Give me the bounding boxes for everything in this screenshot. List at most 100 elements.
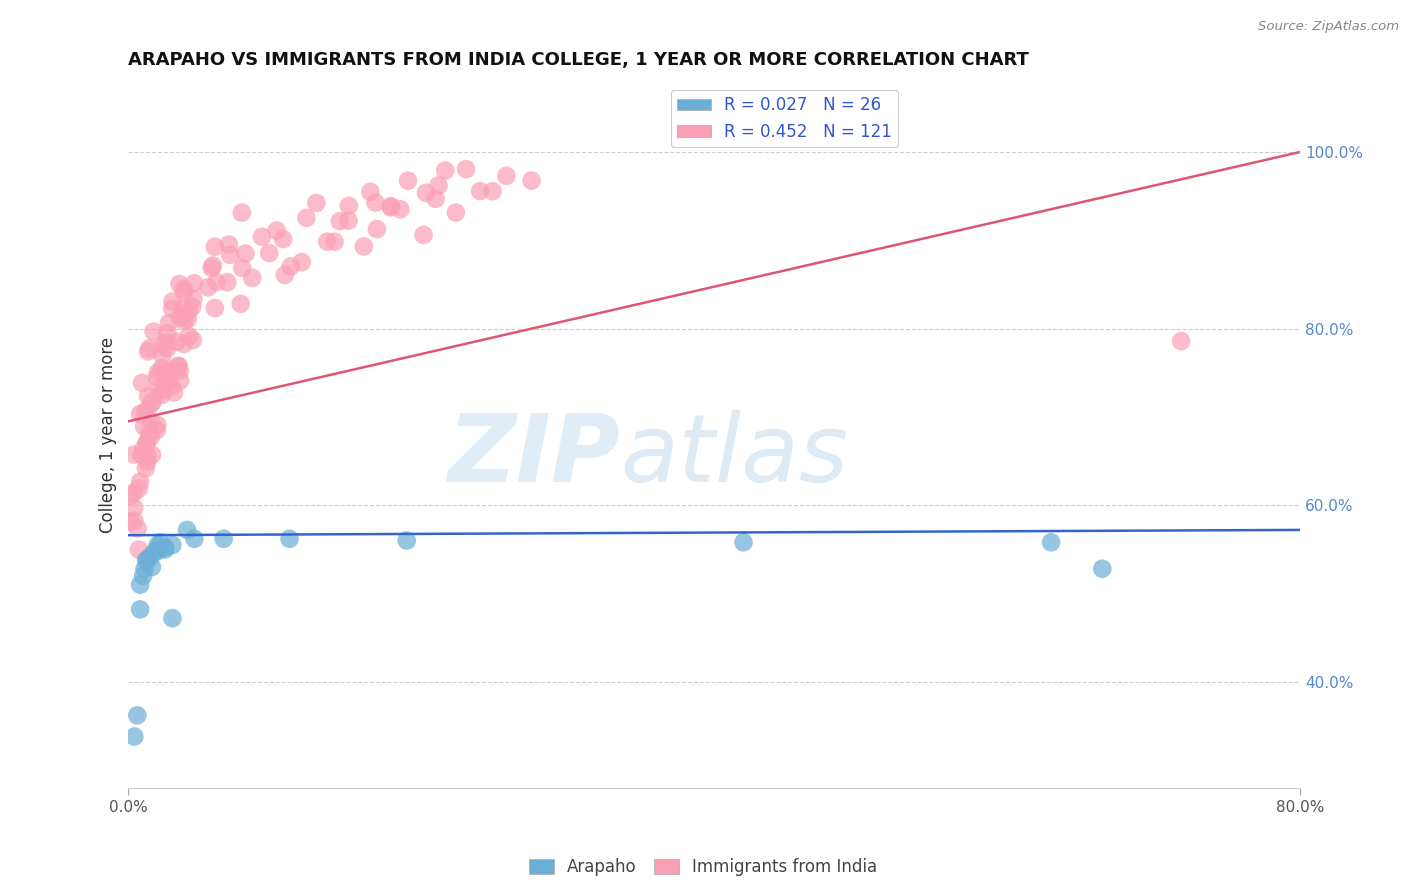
Point	[138, 427, 160, 442]
Y-axis label: College, 1 year or more: College, 1 year or more	[100, 336, 117, 533]
Point	[173, 282, 195, 296]
Point	[127, 521, 149, 535]
Point	[183, 277, 205, 291]
Point	[135, 553, 157, 567]
Point	[444, 205, 467, 219]
Point	[169, 277, 191, 291]
Point	[132, 442, 155, 457]
Point	[395, 533, 418, 548]
Point	[162, 301, 184, 316]
Point	[129, 475, 152, 489]
Point	[240, 270, 263, 285]
Legend: R = 0.027   N = 26, R = 0.452   N = 121: R = 0.027 N = 26, R = 0.452 N = 121	[671, 90, 898, 147]
Point	[1091, 562, 1114, 576]
Point	[139, 549, 162, 564]
Point	[155, 369, 177, 384]
Point	[172, 301, 194, 316]
Point	[150, 361, 173, 376]
Point	[146, 538, 169, 552]
Point	[152, 383, 174, 397]
Point	[160, 362, 183, 376]
Point	[280, 260, 302, 274]
Point	[337, 199, 360, 213]
Point	[129, 577, 152, 591]
Point	[136, 553, 159, 567]
Point	[132, 569, 155, 583]
Point	[136, 450, 159, 464]
Point	[205, 275, 228, 289]
Point	[425, 192, 447, 206]
Point	[218, 237, 240, 252]
Point	[481, 184, 503, 198]
Point	[231, 260, 253, 275]
Point	[169, 364, 191, 378]
Point	[173, 337, 195, 351]
Point	[141, 416, 163, 430]
Point	[124, 730, 146, 744]
Point	[1170, 334, 1192, 348]
Point	[323, 235, 346, 249]
Point	[129, 602, 152, 616]
Point	[201, 259, 224, 273]
Point	[136, 455, 159, 469]
Point	[217, 275, 239, 289]
Point	[156, 366, 179, 380]
Point	[120, 489, 142, 503]
Point	[1040, 535, 1063, 549]
Point	[146, 417, 169, 432]
Point	[212, 532, 235, 546]
Point	[146, 544, 169, 558]
Point	[278, 532, 301, 546]
Point	[129, 407, 152, 421]
Point	[291, 255, 314, 269]
Point	[128, 482, 150, 496]
Point	[456, 162, 478, 177]
Point	[122, 448, 145, 462]
Point	[146, 423, 169, 437]
Point	[359, 185, 381, 199]
Point	[136, 389, 159, 403]
Point	[337, 213, 360, 227]
Point	[129, 448, 152, 462]
Point	[181, 300, 204, 314]
Point	[173, 314, 195, 328]
Point	[183, 292, 205, 306]
Point	[415, 186, 437, 200]
Point	[353, 239, 375, 253]
Point	[122, 500, 145, 515]
Point	[135, 436, 157, 450]
Point	[141, 394, 163, 409]
Point	[259, 246, 281, 260]
Point	[156, 342, 179, 356]
Point	[149, 535, 172, 549]
Point	[134, 405, 156, 419]
Point	[204, 240, 226, 254]
Point	[380, 200, 402, 214]
Point	[520, 173, 543, 187]
Point	[434, 163, 457, 178]
Point	[128, 542, 150, 557]
Point	[305, 196, 328, 211]
Point	[183, 532, 205, 546]
Point	[364, 195, 387, 210]
Point	[134, 419, 156, 434]
Text: atlas: atlas	[620, 410, 849, 501]
Point	[134, 562, 156, 576]
Point	[127, 708, 149, 723]
Point	[235, 246, 257, 260]
Point	[153, 542, 176, 557]
Point	[146, 370, 169, 384]
Point	[169, 374, 191, 388]
Point	[229, 297, 252, 311]
Point	[141, 448, 163, 462]
Point	[141, 396, 163, 410]
Point	[427, 178, 450, 193]
Point	[389, 202, 412, 217]
Point	[162, 611, 184, 625]
Point	[142, 325, 165, 339]
Point	[295, 211, 318, 225]
Point	[150, 348, 173, 362]
Point	[181, 333, 204, 347]
Point	[165, 334, 187, 349]
Point	[204, 301, 226, 315]
